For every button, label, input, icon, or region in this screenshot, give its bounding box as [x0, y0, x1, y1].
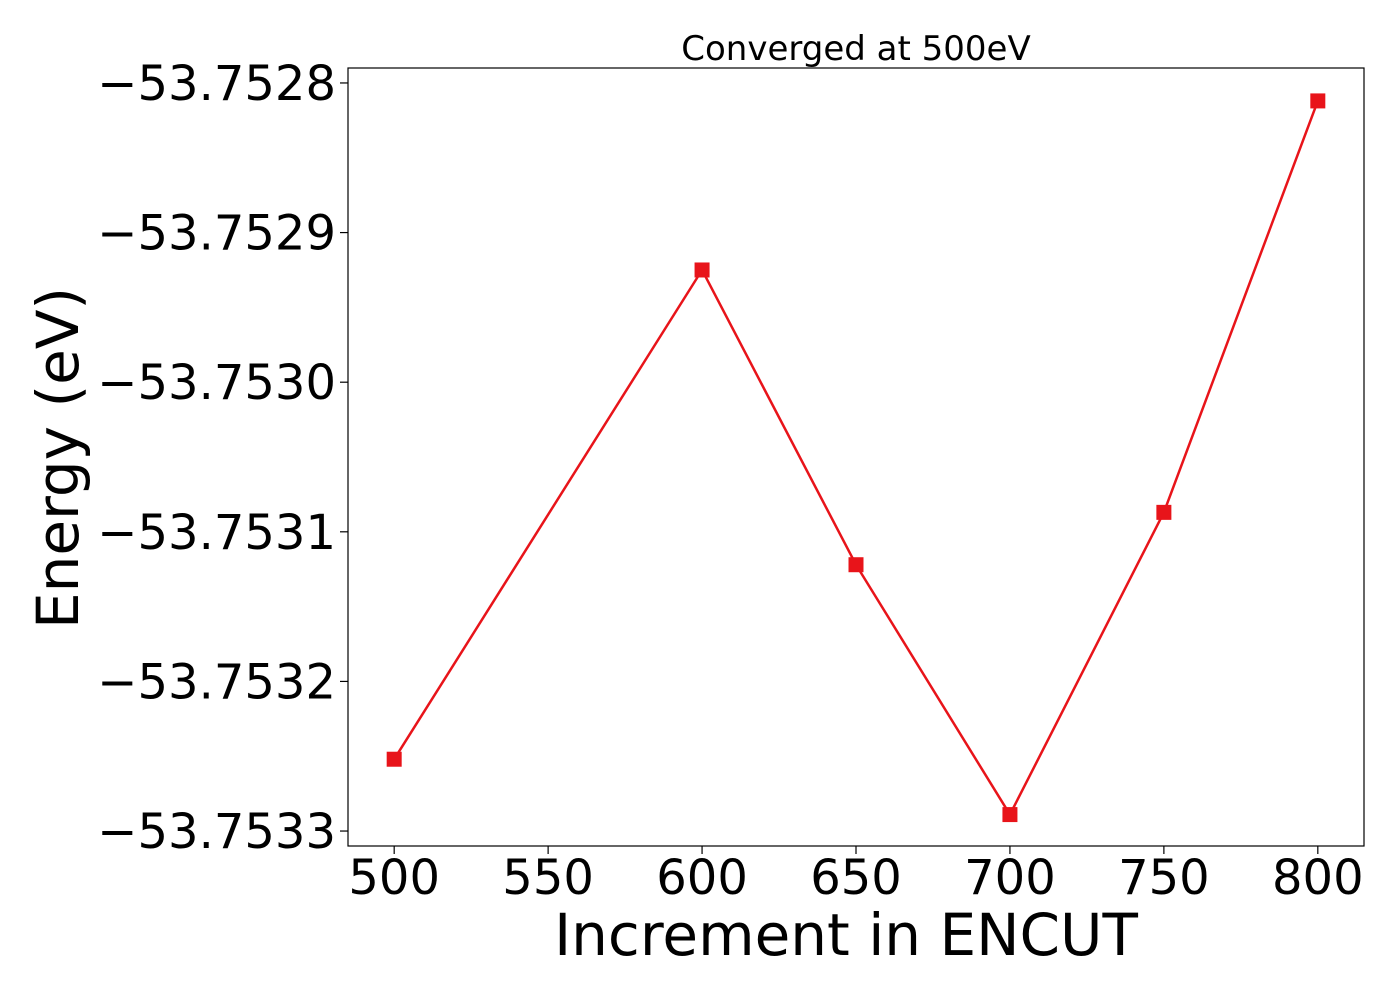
x-tick-label: 700: [964, 850, 1056, 906]
y-tick-label: −53.7528: [97, 56, 336, 112]
y-tick-label: −53.7529: [97, 206, 336, 262]
data-point-marker: [386, 751, 402, 767]
data-point-marker: [1156, 504, 1172, 520]
x-tick-label: 600: [656, 850, 748, 906]
x-tick-label: 800: [1272, 850, 1364, 906]
y-tick-label: −53.7532: [97, 654, 336, 710]
data-point-marker: [694, 262, 710, 278]
y-tick-label: −53.7533: [97, 804, 336, 860]
plot-frame: [347, 67, 1365, 847]
x-tick-label: 550: [502, 850, 594, 906]
data-point-marker: [1002, 807, 1018, 823]
plot-area: 500 550 600 650 700 750 800 −53.7533 −53.7532 −53…: [97, 56, 1365, 906]
y-axis-label: Energy (eV): [24, 287, 92, 629]
y-tick-label: −53.7531: [97, 505, 336, 561]
data-point-marker: [848, 557, 864, 573]
chart-title: Converged at 500eV: [681, 29, 1030, 69]
x-axis-label: Increment in ENCUT: [554, 901, 1138, 969]
x-tick-label: 500: [348, 850, 440, 906]
series-line: [393, 100, 1319, 816]
x-tick-label: 650: [810, 850, 902, 906]
data-point-marker: [1310, 93, 1326, 109]
y-tick-label: −53.7530: [97, 355, 336, 411]
x-tick-label: 750: [1118, 850, 1210, 906]
